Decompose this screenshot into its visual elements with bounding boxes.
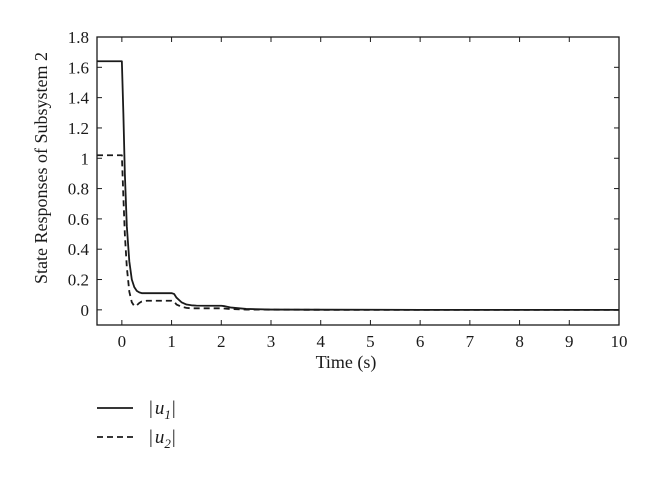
y-tick-label: 0 (81, 301, 90, 320)
y-tick-label: 1.2 (68, 119, 89, 138)
legend-label: | u2| (149, 427, 176, 451)
x-tick-label: 6 (416, 332, 425, 351)
legend-label: | u1| (149, 398, 176, 422)
y-tick-label: 1.4 (68, 89, 90, 108)
series-line-u2 (97, 154, 619, 311)
y-tick-label: 1.6 (68, 58, 89, 77)
y-tick-label: 1.8 (68, 28, 89, 47)
x-tick-label: 2 (217, 332, 226, 351)
y-tick-label: 1 (81, 149, 90, 168)
y-axis-label: State Responses of Subsystem 2 (31, 52, 51, 284)
y-tick-label: 0.2 (68, 271, 89, 290)
x-tick-label: 8 (515, 332, 524, 351)
x-tick-label: 0 (118, 332, 127, 351)
legend-entry-u1: | u1| (97, 398, 176, 422)
x-tick-label: 4 (316, 332, 325, 351)
y-tick-label: 0.8 (68, 180, 89, 199)
x-tick-label: 10 (611, 332, 628, 351)
x-tick-label: 1 (167, 332, 176, 351)
series-line-u1 (97, 60, 619, 311)
legend-entry-u2: | u2| (97, 427, 176, 451)
y-tick-label: 0.4 (68, 240, 90, 259)
x-tick-label: 7 (466, 332, 475, 351)
legend: | u1| | u2| (97, 398, 176, 451)
x-tick-label: 3 (267, 332, 276, 351)
x-tick-label: 9 (565, 332, 574, 351)
y-tick-label: 0.6 (68, 210, 89, 229)
x-tick-label: 5 (366, 332, 375, 351)
plot-area-frame (96, 36, 620, 326)
x-axis-label: Time (s) (316, 352, 377, 373)
